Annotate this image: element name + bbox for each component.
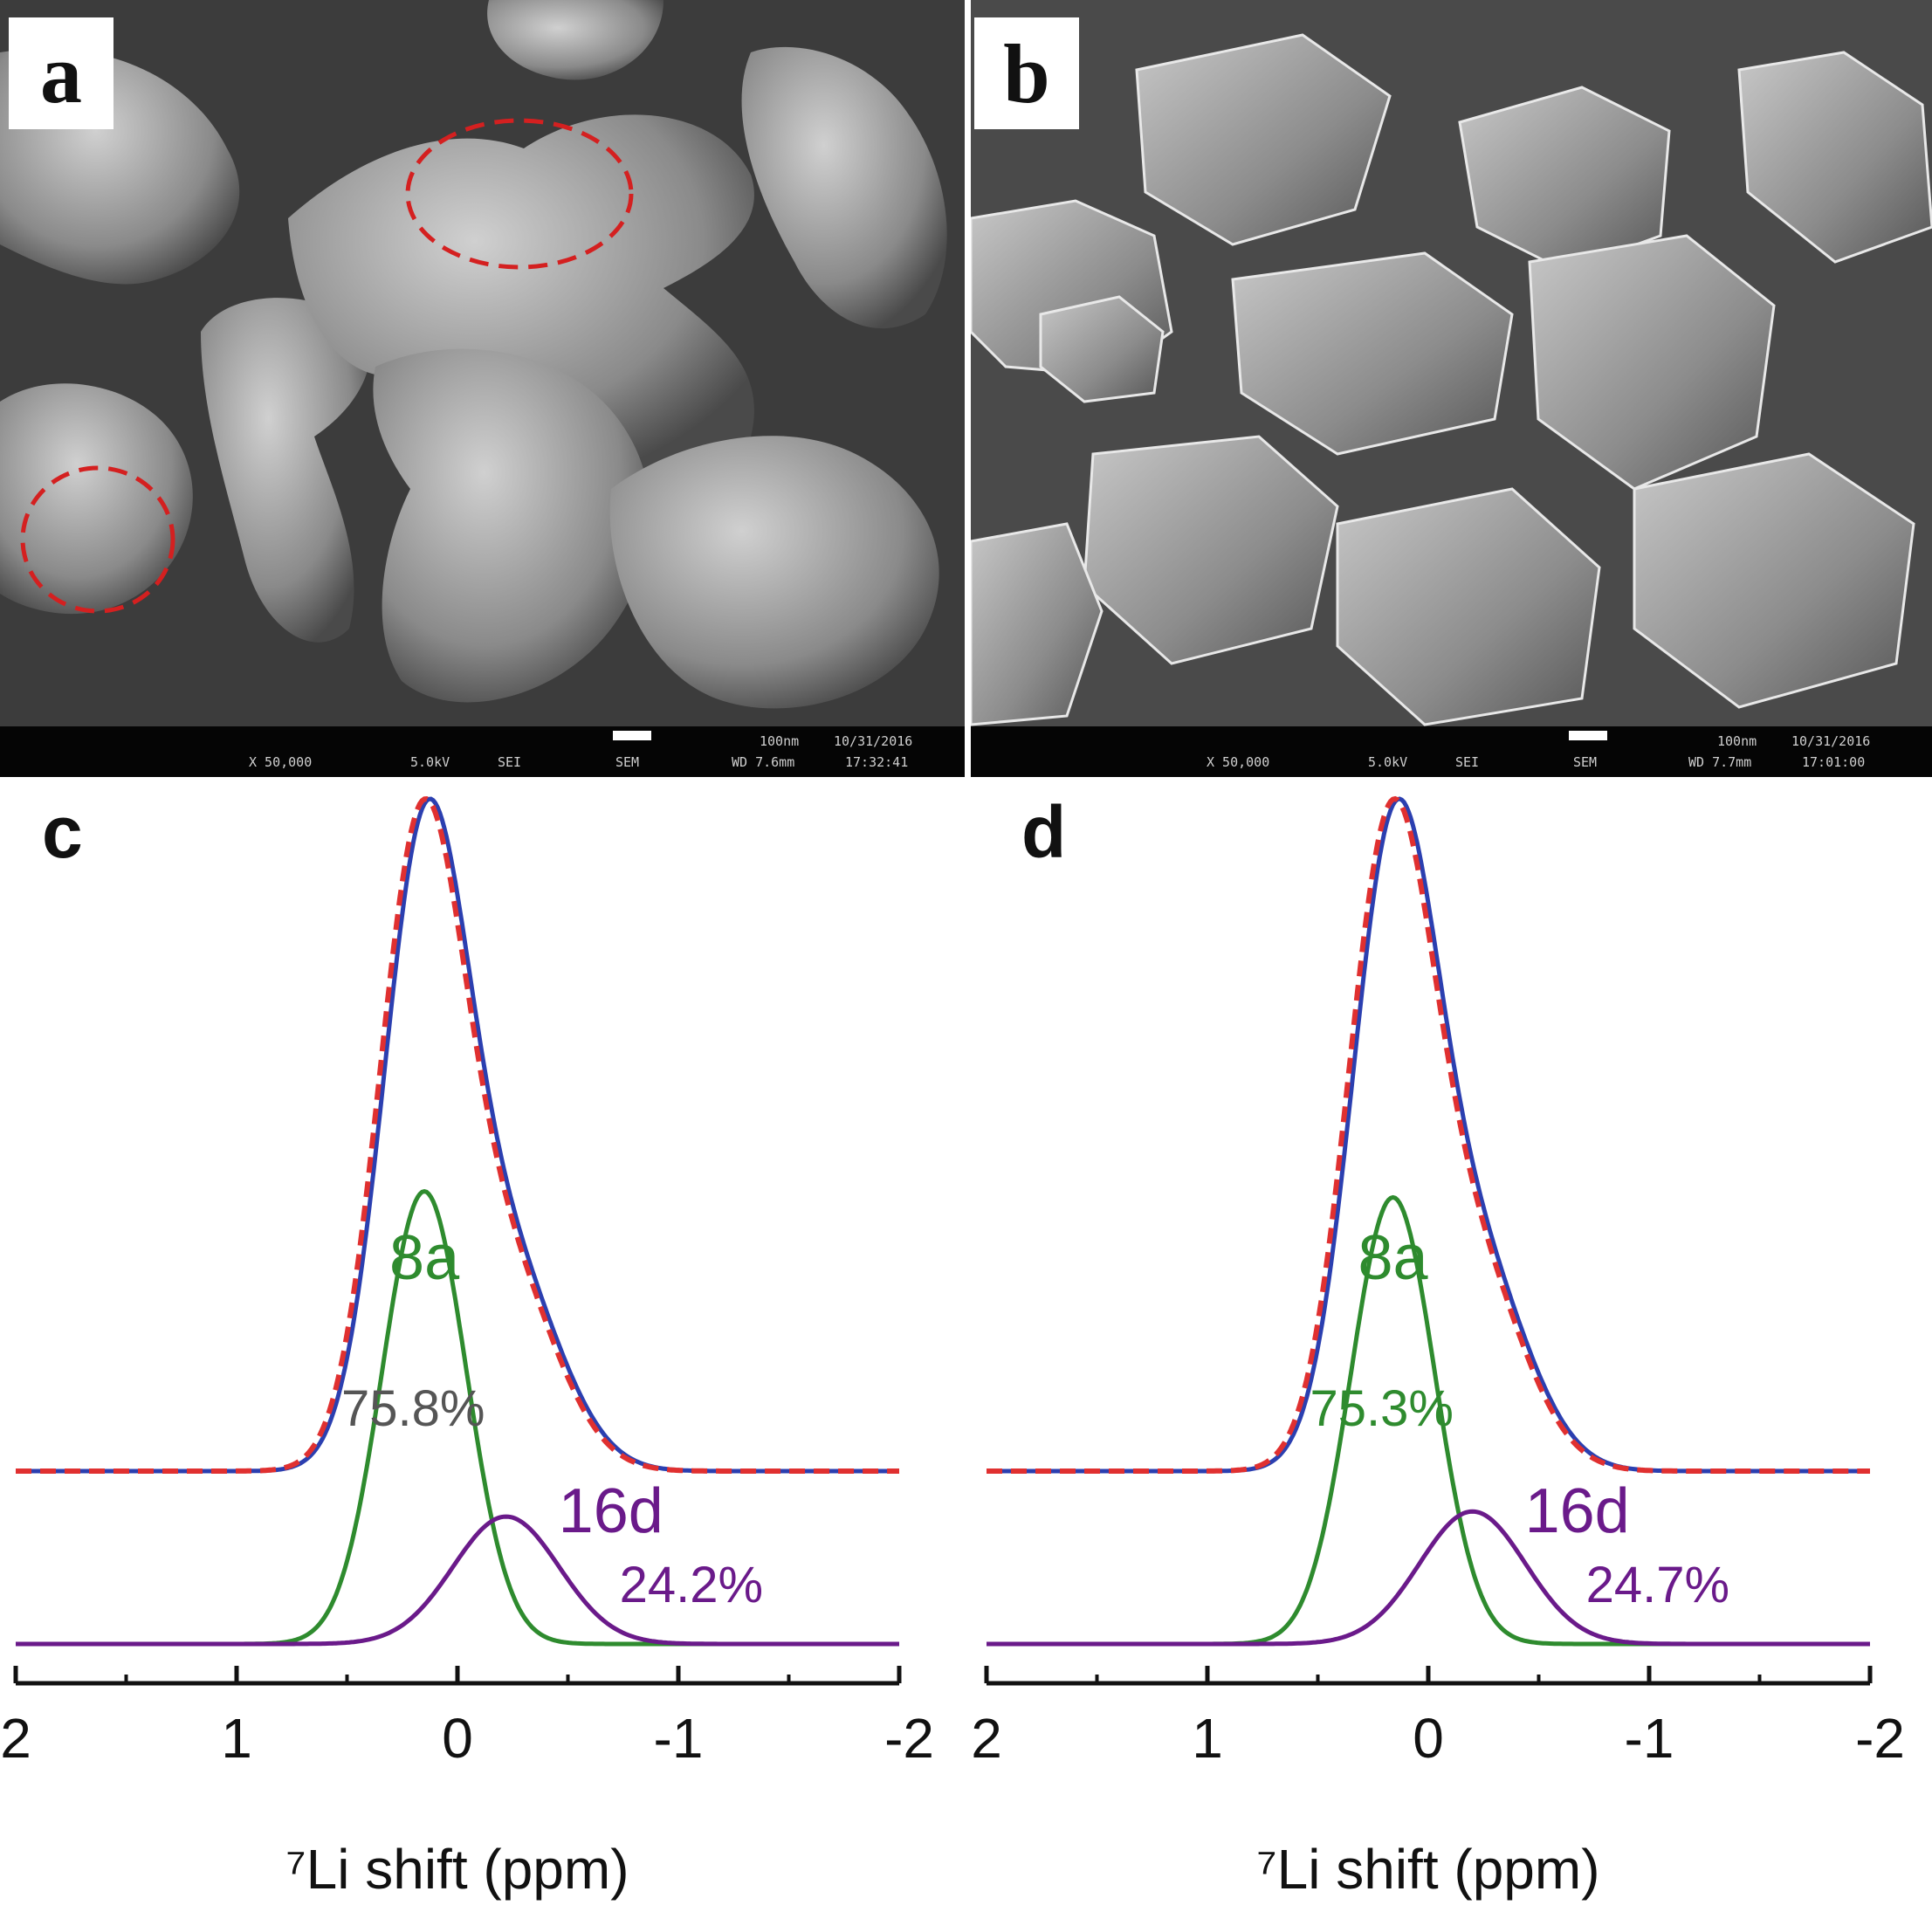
x-tick-label: 2 bbox=[0, 1707, 31, 1770]
fraction-label-16d: 24.7% bbox=[1586, 1557, 1729, 1613]
detector: SEI bbox=[498, 754, 522, 770]
panel-label-a: a bbox=[9, 17, 113, 129]
series-label-16d: 16d bbox=[1525, 1476, 1630, 1546]
sem-texture-a bbox=[0, 0, 965, 777]
sem-image-b: b X 50,000 5.0kV SEI SEM 100nm 10/31/201… bbox=[971, 0, 1932, 777]
sem-texture-b bbox=[971, 0, 1932, 777]
panel-label-d: d bbox=[1021, 791, 1067, 873]
scale-text: 100nm bbox=[760, 733, 800, 749]
magnification: X 50,000 bbox=[1207, 754, 1270, 770]
x-tick-label: 2 bbox=[971, 1707, 1002, 1770]
panel-label-b: b bbox=[974, 17, 1079, 129]
x-tick-label: 0 bbox=[1413, 1707, 1444, 1770]
series-line-16d bbox=[16, 1514, 899, 1647]
x-tick-label: -1 bbox=[654, 1707, 704, 1770]
series-line-16d bbox=[987, 1509, 1870, 1647]
series-line-experimental bbox=[16, 796, 899, 1474]
x-axis-label: ⁷Li shift (ppm) bbox=[1256, 1838, 1599, 1901]
x-tick-label: 1 bbox=[1192, 1707, 1223, 1770]
series-label-8a: 8a bbox=[1358, 1223, 1429, 1293]
nmr-spectrum-c: 8a 75.8% 16d 24.2% 2 1 0 -1 -2 ⁷Li shift (ppm) bbox=[0, 781, 960, 1912]
series-line-fit bbox=[16, 796, 899, 1474]
nmr-spectrum-d: 8a 75.3% 16d 24.7% 2 1 0 -1 -2 ⁷Li shift (ppm) bbox=[971, 781, 1931, 1912]
x-tick-label: -2 bbox=[884, 1707, 934, 1770]
series-line-fit bbox=[987, 795, 1870, 1474]
annotation-circle bbox=[20, 465, 175, 614]
magnification: X 50,000 bbox=[249, 754, 313, 770]
sem-infobar-a: X 50,000 5.0kV SEI SEM 100nm 10/31/2016 … bbox=[0, 726, 965, 777]
scale-text: 100nm bbox=[1717, 733, 1757, 749]
fraction-label-16d: 24.2% bbox=[620, 1557, 763, 1613]
fraction-label-8a: 75.3% bbox=[1310, 1380, 1454, 1437]
x-tick-label: -2 bbox=[1855, 1707, 1905, 1770]
series-line-experimental bbox=[987, 796, 1870, 1474]
scale-bar bbox=[613, 731, 651, 740]
instrument: SEM bbox=[1573, 754, 1598, 770]
annotation-circle bbox=[405, 118, 634, 270]
voltage: 5.0kV bbox=[410, 754, 450, 770]
scale-bar bbox=[1569, 731, 1607, 740]
working-distance: WD 7.7mm bbox=[1688, 754, 1752, 770]
working-distance: WD 7.6mm bbox=[732, 754, 795, 770]
x-tick-label: -1 bbox=[1625, 1707, 1674, 1770]
spectrum-plot-c: 8a 75.8% 16d 24.2% 2 1 0 -1 -2 ⁷Li shift (ppm) bbox=[0, 796, 934, 1901]
instrument: SEM bbox=[615, 754, 640, 770]
spectrum-plot-d: 8a 75.3% 16d 24.7% 2 1 0 -1 -2 ⁷Li shift (ppm) bbox=[971, 795, 1905, 1901]
sem-infobar-b: X 50,000 5.0kV SEI SEM 100nm 10/31/2016 … bbox=[971, 726, 1932, 777]
panel-label-c: c bbox=[42, 791, 83, 873]
series-label-8a: 8a bbox=[389, 1223, 460, 1293]
series-label-16d: 16d bbox=[559, 1476, 663, 1546]
voltage: 5.0kV bbox=[1368, 754, 1408, 770]
x-axis-label: ⁷Li shift (ppm) bbox=[285, 1838, 629, 1901]
sem-image-a: a X 50,000 5.0kV SEI SEM 100nm 10/31/201… bbox=[0, 0, 965, 777]
fraction-label-8a: 75.8% bbox=[341, 1380, 485, 1437]
time-text: 17:01:00 bbox=[1802, 754, 1866, 770]
date-text: 10/31/2016 bbox=[834, 733, 913, 749]
x-tick-label: 0 bbox=[442, 1707, 473, 1770]
x-tick-label: 1 bbox=[221, 1707, 252, 1770]
date-text: 10/31/2016 bbox=[1791, 733, 1871, 749]
time-text: 17:32:41 bbox=[845, 754, 909, 770]
detector: SEI bbox=[1455, 754, 1480, 770]
